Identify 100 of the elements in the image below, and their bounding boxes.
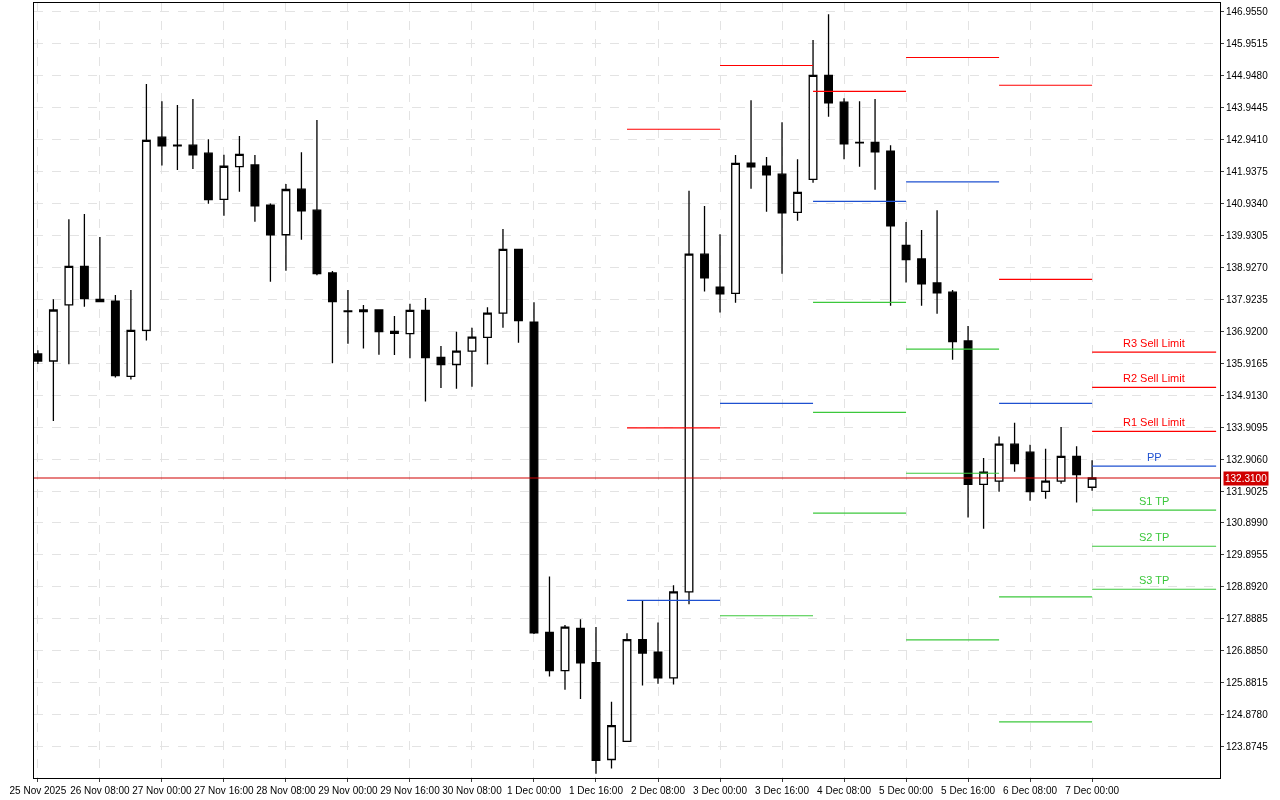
x-tick-label: 4 Dec 08:00	[817, 785, 872, 796]
candlestick	[514, 248, 523, 344]
candlestick	[95, 236, 105, 303]
x-tick-label: 25 Nov 2025	[9, 785, 67, 796]
candlestick	[374, 309, 384, 356]
candlestick	[901, 221, 911, 284]
candlestick	[669, 584, 678, 686]
y-tick-label: 143.9445	[1226, 101, 1269, 113]
x-tick-label: 6 Dec 08:00	[1003, 785, 1058, 796]
candlestick	[793, 158, 802, 222]
x-tick-label: 2 Dec 08:00	[631, 785, 686, 796]
x-tick-label: 7 Dec 00:00	[1065, 785, 1120, 796]
y-tick-label: 131.9025	[1226, 485, 1269, 497]
candlestick	[638, 599, 647, 687]
y-tick-label: 146.9550	[1226, 5, 1269, 17]
y-tick-label: 129.8955	[1226, 549, 1269, 561]
candlestick	[700, 205, 709, 293]
series-label: S1 TP	[1139, 495, 1170, 507]
x-tick-label: 29 Nov 00:00	[318, 785, 379, 796]
candlestick	[746, 99, 756, 190]
candlestick	[715, 233, 725, 314]
y-tick-label: 125.8815	[1226, 677, 1269, 689]
candlestick	[281, 183, 291, 272]
y-tick-label: 132.9060	[1226, 453, 1269, 465]
y-tick-label: 137.9235	[1226, 293, 1269, 305]
candlestick	[141, 83, 151, 342]
candlestick	[545, 575, 554, 678]
x-tick-label: 27 Nov 16:00	[194, 785, 255, 796]
x-tick-label: 26 Nov 08:00	[70, 785, 131, 796]
candlestick	[808, 39, 818, 184]
candlestick	[265, 202, 275, 283]
candlestick	[312, 119, 322, 276]
candlestick	[110, 294, 120, 379]
y-tick-label: 140.9340	[1226, 197, 1269, 209]
y-tick-label: 142.9410	[1226, 133, 1269, 145]
y-tick-label: 133.9095	[1226, 421, 1269, 433]
candlestick	[762, 156, 771, 213]
x-tick-label: 29 Nov 16:00	[380, 785, 441, 796]
x-tick-label: 30 Nov 08:00	[442, 785, 503, 796]
series-label: R1 Sell Limit	[1123, 416, 1185, 428]
candlestick	[855, 100, 864, 168]
series-label: PP	[1147, 451, 1162, 463]
candlestick	[777, 121, 787, 275]
y-tick-label: 123.8745	[1226, 741, 1269, 753]
candlestick	[48, 298, 58, 422]
candlestick	[234, 135, 244, 193]
candlestick	[390, 315, 399, 356]
y-tick-label: 130.8990	[1226, 517, 1269, 529]
candlestick	[622, 632, 632, 742]
x-tick-label: 1 Dec 00:00	[507, 785, 562, 796]
series-label: S3 TP	[1139, 574, 1170, 586]
y-tick-label: 144.9480	[1226, 69, 1269, 81]
candlestick	[1072, 445, 1082, 504]
candlestick	[948, 289, 958, 361]
candlestick	[327, 270, 337, 364]
candlestick	[1041, 448, 1051, 500]
candlestick	[870, 98, 880, 191]
y-tick-label: 138.9270	[1226, 261, 1269, 273]
candlestick	[994, 435, 1004, 493]
candlestick	[1087, 459, 1097, 492]
candlestick	[839, 97, 849, 160]
y-tick-label: 128.8920	[1226, 581, 1269, 593]
series-label: R2 Sell Limit	[1123, 372, 1185, 384]
x-tick-label: 27 Nov 00:00	[132, 785, 193, 796]
x-tick-label: 5 Dec 00:00	[879, 785, 934, 796]
candlestick	[188, 98, 198, 170]
candlestick	[932, 209, 942, 315]
candlestick	[963, 325, 973, 519]
candlestick	[172, 104, 182, 171]
candlestick	[576, 618, 585, 700]
candlestick	[607, 701, 616, 770]
y-tick-label: 126.8850	[1226, 645, 1269, 657]
candlestick	[79, 213, 89, 308]
candlestick	[203, 138, 213, 205]
candlestick	[452, 331, 461, 390]
candlestick	[498, 228, 508, 329]
y-tick-label: 139.9305	[1226, 229, 1269, 241]
y-tick-label: 135.9165	[1226, 357, 1269, 369]
y-tick-label: 145.9515	[1226, 37, 1269, 49]
candlestick	[886, 144, 895, 307]
y-tick-label: 141.9375	[1226, 165, 1269, 177]
candlestick	[1056, 426, 1066, 485]
candlestick	[1010, 422, 1020, 473]
candlestick	[405, 302, 415, 359]
candlestick	[560, 624, 570, 691]
x-tick-label: 3 Dec 00:00	[693, 785, 748, 796]
candlestick	[64, 218, 74, 365]
candlestick	[436, 345, 446, 389]
candlestick	[483, 306, 492, 366]
candlestick	[467, 327, 477, 388]
x-tick-label: 5 Dec 16:00	[941, 785, 996, 796]
candlestick	[126, 289, 136, 381]
series-label: R3 Sell Limit	[1123, 337, 1185, 349]
x-tick-label: 1 Dec 16:00	[569, 785, 624, 796]
candlestick	[157, 100, 167, 167]
candlestick	[250, 154, 260, 223]
candlestick	[296, 151, 306, 241]
candlestick	[219, 154, 229, 217]
candlestick	[731, 154, 740, 304]
y-tick-label: 124.8780	[1226, 709, 1269, 721]
